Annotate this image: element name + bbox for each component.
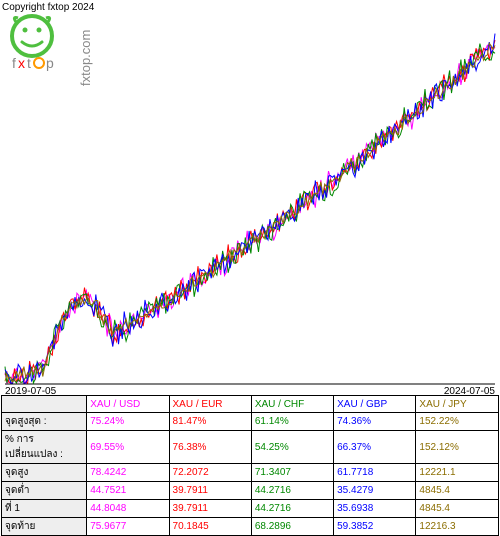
- row-header: % การเปลี่ยนแปลง :: [2, 431, 87, 464]
- cell: 44.8048: [87, 500, 169, 518]
- col-header: XAU / JPY: [416, 396, 499, 413]
- svg-text:p: p: [46, 55, 54, 71]
- cell: 152.22%: [416, 413, 499, 431]
- cell: 59.3852: [334, 518, 416, 536]
- cell: 71.3407: [251, 464, 333, 482]
- cell: 72.2072: [169, 464, 251, 482]
- cell: 12221.1: [416, 464, 499, 482]
- col-header: XAU / CHF: [251, 396, 333, 413]
- svg-text:x: x: [18, 55, 25, 71]
- row-header: ที่ 1: [2, 500, 87, 518]
- cell: 35.4279: [334, 482, 416, 500]
- cell: 54.25%: [251, 431, 333, 464]
- cell: 74.36%: [334, 413, 416, 431]
- cell: 12216.3: [416, 518, 499, 536]
- cell: 39.7911: [169, 482, 251, 500]
- svg-text:2019-07-05: 2019-07-05: [5, 386, 57, 395]
- cell: 78.4242: [87, 464, 169, 482]
- row-header: จุดต่ำ: [2, 482, 87, 500]
- cell: 76.38%: [169, 431, 251, 464]
- cell: 69.55%: [87, 431, 169, 464]
- cell: 70.1845: [169, 518, 251, 536]
- cell: 61.7718: [334, 464, 416, 482]
- logo-text: fxtop.com: [78, 30, 93, 86]
- cell: 68.2896: [251, 518, 333, 536]
- cell: 4845.4: [416, 500, 499, 518]
- fxtop-logo: f x t p: [8, 12, 76, 75]
- cell: 35.6938: [334, 500, 416, 518]
- cell: 44.7521: [87, 482, 169, 500]
- col-header: XAU / USD: [87, 396, 169, 413]
- svg-text:2024-07-05: 2024-07-05: [444, 386, 496, 395]
- cell: 66.37%: [334, 431, 416, 464]
- cell: 152.12%: [416, 431, 499, 464]
- row-header: จุดสูงสุด :: [2, 413, 87, 431]
- svg-text:f: f: [12, 55, 16, 71]
- col-header: XAU / EUR: [169, 396, 251, 413]
- cell: 81.47%: [169, 413, 251, 431]
- cell: 39.7911: [169, 500, 251, 518]
- cell: 61.14%: [251, 413, 333, 431]
- row-header: จุดท้าย: [2, 518, 87, 536]
- cell: 75.9677: [87, 518, 169, 536]
- cell: 44.2716: [251, 500, 333, 518]
- cell: 75.24%: [87, 413, 169, 431]
- row-header: จุดสูง: [2, 464, 87, 482]
- data-table: XAU / USDXAU / EURXAU / CHFXAU / GBPXAU …: [1, 395, 499, 536]
- col-header: XAU / GBP: [334, 396, 416, 413]
- cell: 44.2716: [251, 482, 333, 500]
- cell: 4845.4: [416, 482, 499, 500]
- svg-text:t: t: [27, 55, 31, 71]
